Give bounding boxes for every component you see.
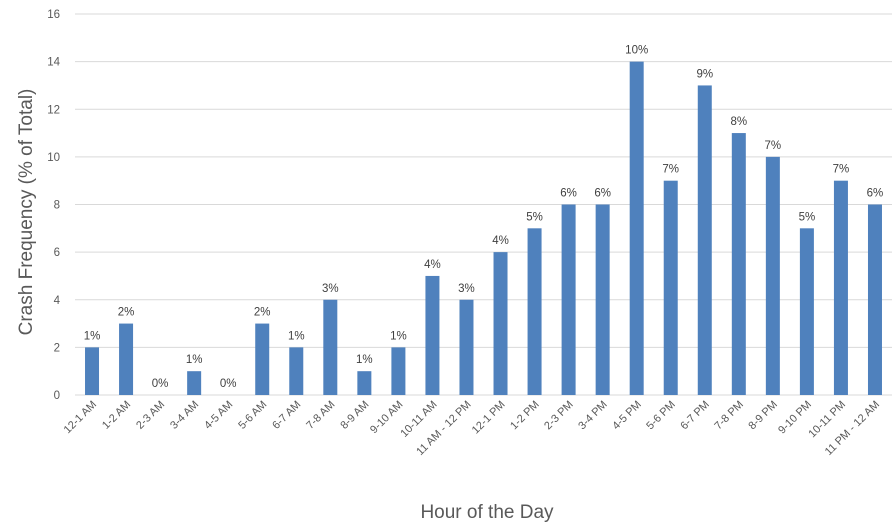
bar bbox=[119, 323, 134, 395]
data-label: 1% bbox=[356, 354, 373, 366]
x-category-label: 3-4 AM bbox=[168, 399, 201, 432]
bar bbox=[833, 180, 848, 395]
data-label: 7% bbox=[662, 164, 679, 176]
x-axis-categories: 12-1 AM 1-2 AM 2-3 AM 3-4 AM 4-5 AM 5-6 AM 6-7… bbox=[62, 399, 882, 458]
y-tick-label: 10 bbox=[47, 152, 60, 164]
x-category-label: 5-6 PM bbox=[644, 399, 678, 433]
x-category-label: 8-9 PM bbox=[746, 399, 780, 433]
x-category-label: 4-5 PM bbox=[610, 399, 644, 433]
data-label: 6% bbox=[560, 188, 577, 200]
x-category-label: 3-4 PM bbox=[576, 399, 610, 433]
y-tick-label: 2 bbox=[54, 342, 60, 354]
data-label: 3% bbox=[458, 283, 475, 295]
data-label: 2% bbox=[254, 307, 271, 319]
x-category-label: 5-6 AM bbox=[236, 399, 269, 432]
data-label: 1% bbox=[186, 354, 203, 366]
bar bbox=[799, 228, 814, 395]
bar bbox=[561, 204, 576, 395]
bar bbox=[867, 204, 882, 395]
x-category-label: 2-3 PM bbox=[542, 399, 576, 433]
bar bbox=[527, 228, 542, 395]
data-label: 7% bbox=[765, 140, 782, 152]
bar bbox=[731, 133, 746, 395]
data-label: 3% bbox=[322, 283, 339, 295]
data-label: 8% bbox=[731, 116, 748, 128]
bar bbox=[663, 180, 678, 395]
bar bbox=[391, 347, 406, 395]
x-category-label: 12-1 PM bbox=[470, 399, 508, 437]
y-tick-label: 14 bbox=[47, 57, 60, 69]
data-label: 7% bbox=[833, 164, 850, 176]
y-axis-ticks: 0 2 4 6 8 10 12 14 16 bbox=[47, 9, 60, 402]
data-labels: 1% 2% 0% 1% 0% 2% 1% 3% 1% 1% 4% 3% 4% 5% 6% 6% 10% 7% 9% 8… bbox=[84, 45, 884, 390]
x-category-label: 1-2 AM bbox=[100, 399, 133, 432]
bar bbox=[357, 371, 372, 395]
data-label: 9% bbox=[696, 68, 713, 80]
bar bbox=[765, 156, 780, 395]
y-tick-label: 6 bbox=[54, 247, 60, 259]
y-tick-label: 8 bbox=[54, 200, 60, 212]
bar bbox=[493, 252, 508, 395]
x-axis-title: Hour of the Day bbox=[420, 502, 554, 523]
data-label: 5% bbox=[526, 211, 543, 223]
data-label: 0% bbox=[220, 378, 237, 390]
bar bbox=[323, 299, 338, 395]
y-axis-title: Crash Frequency (% of Total) bbox=[16, 89, 37, 336]
data-label: 10% bbox=[625, 45, 648, 57]
data-label: 4% bbox=[424, 259, 441, 271]
data-label: 0% bbox=[152, 378, 169, 390]
x-category-label: 7-8 PM bbox=[712, 399, 746, 433]
x-category-label: 6-7 AM bbox=[270, 399, 303, 432]
y-tick-label: 4 bbox=[54, 295, 61, 307]
bar bbox=[629, 61, 644, 395]
x-category-label: 12-1 AM bbox=[62, 399, 99, 436]
gridlines bbox=[75, 13, 892, 396]
x-category-label: 6-7 PM bbox=[678, 399, 712, 433]
data-label: 4% bbox=[492, 235, 509, 247]
data-label: 1% bbox=[390, 330, 407, 342]
y-tick-label: 16 bbox=[47, 9, 60, 21]
bar bbox=[255, 323, 270, 395]
x-category-label: 2-3 AM bbox=[134, 399, 167, 432]
bar bbox=[425, 275, 440, 395]
data-label: 5% bbox=[799, 211, 816, 223]
bar bbox=[595, 204, 610, 395]
bar bbox=[85, 347, 100, 395]
y-tick-label: 0 bbox=[54, 390, 60, 402]
bar bbox=[697, 85, 712, 395]
bar bbox=[289, 347, 304, 395]
bar bbox=[459, 299, 474, 395]
data-label: 1% bbox=[288, 330, 305, 342]
y-tick-label: 12 bbox=[47, 104, 60, 116]
x-category-label: 1-2 PM bbox=[508, 399, 542, 433]
x-category-label: 7-8 AM bbox=[304, 399, 337, 432]
x-category-label: 4-5 AM bbox=[202, 399, 235, 432]
data-label: 6% bbox=[594, 188, 611, 200]
bars bbox=[85, 61, 882, 395]
data-label: 2% bbox=[118, 307, 135, 319]
bar bbox=[187, 371, 202, 395]
data-label: 1% bbox=[84, 330, 101, 342]
x-category-label: 8-9 AM bbox=[338, 399, 371, 432]
data-label: 6% bbox=[867, 188, 884, 200]
